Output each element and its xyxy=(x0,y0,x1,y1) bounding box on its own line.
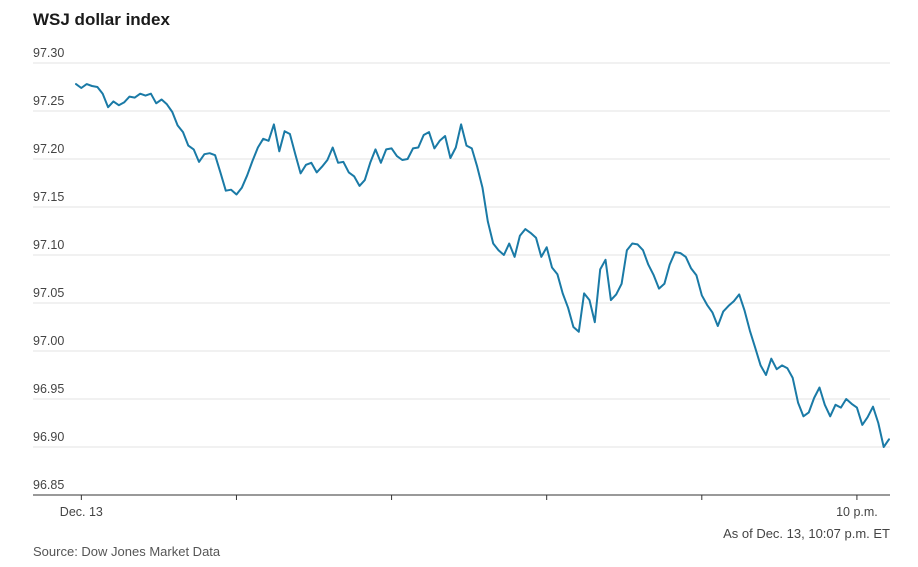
y-tick-label: 97.25 xyxy=(33,94,64,108)
y-tick-label: 97.20 xyxy=(33,142,64,156)
source-note: Source: Dow Jones Market Data xyxy=(33,544,221,559)
y-tick-label: 96.85 xyxy=(33,478,64,492)
y-tick-label: 97.15 xyxy=(33,190,64,204)
x-axis: Dec. 13 10 p.m. xyxy=(33,494,890,519)
y-tick-label: 97.05 xyxy=(33,286,64,300)
y-tick-label: 97.00 xyxy=(33,334,64,348)
y-tick-label: 97.10 xyxy=(33,238,64,252)
y-axis-ticks: 96.85 96.90 96.95 97.00 97.05 97.10 97.15 97.20… xyxy=(33,46,64,492)
y-tick-label: 96.95 xyxy=(33,382,64,396)
series-group xyxy=(75,83,890,448)
x-tick-label: 10 p.m. xyxy=(836,505,878,519)
y-tick-label: 96.90 xyxy=(33,430,64,444)
grid-lines xyxy=(33,62,890,448)
x-tick-label: Dec. 13 xyxy=(60,505,103,519)
series-line-dollar-index xyxy=(75,83,890,448)
chart-title: WSJ dollar index xyxy=(33,10,170,29)
as-of-note: As of Dec. 13, 10:07 p.m. ET xyxy=(723,526,890,541)
y-tick-label: 97.30 xyxy=(33,46,64,60)
